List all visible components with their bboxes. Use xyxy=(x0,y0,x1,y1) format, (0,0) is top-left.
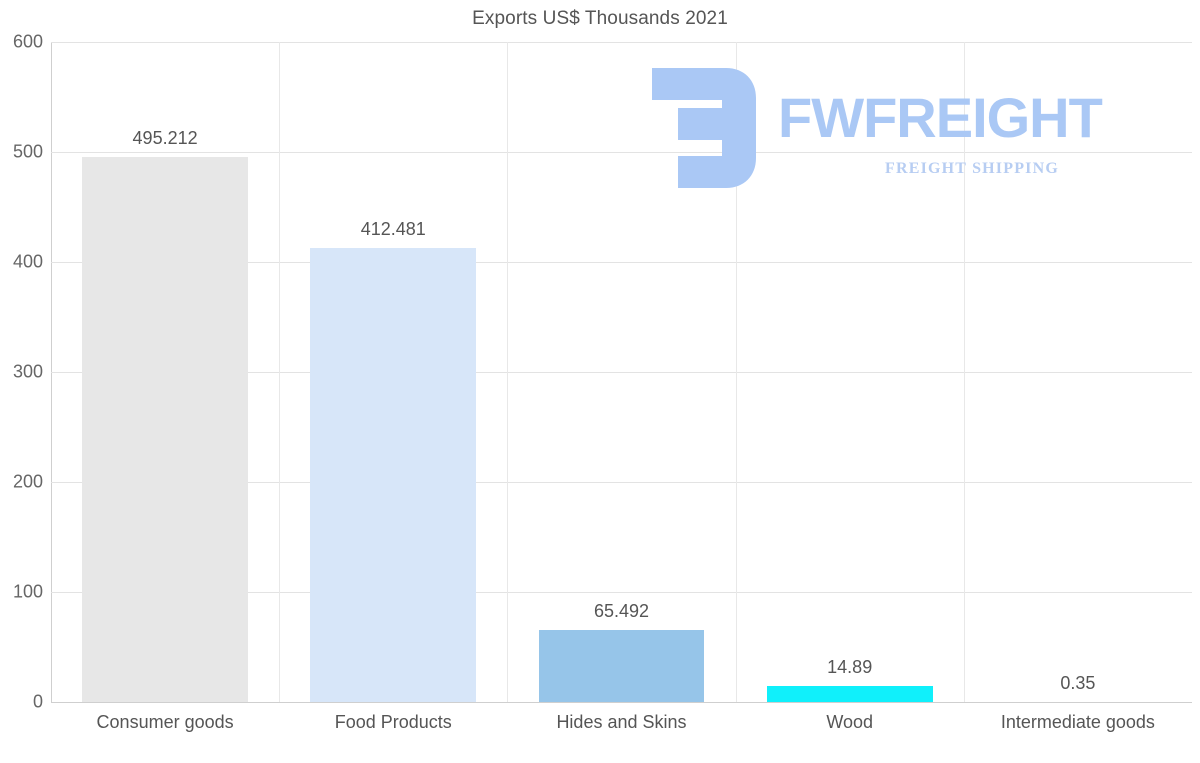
bar-value-label: 412.481 xyxy=(360,219,426,240)
plot-area: 495.212 412.481 65.492 14.89 0.35 xyxy=(51,42,1192,703)
bar-value-label: 0.35 xyxy=(1060,672,1096,693)
gridline-y-300 xyxy=(51,372,1192,373)
y-tick-label: 400 xyxy=(12,251,43,272)
y-tick-label: 600 xyxy=(12,31,43,52)
gridline-y-500 xyxy=(51,152,1192,153)
gridline-x-1 xyxy=(279,42,281,702)
gridline-y-200 xyxy=(51,482,1192,483)
bar-value-label: 14.89 xyxy=(827,656,873,677)
gridline-y-100 xyxy=(51,592,1192,593)
y-tick-label: 100 xyxy=(12,581,43,602)
bar[interactable] xyxy=(766,685,933,702)
y-tick-label: 300 xyxy=(12,361,43,382)
bar-value-label: 495.212 xyxy=(132,128,198,149)
x-tick-label: Food Products xyxy=(334,712,452,732)
gridline-x-3 xyxy=(735,42,737,702)
bar[interactable] xyxy=(310,248,477,702)
x-tick-label: Consumer goods xyxy=(96,712,234,732)
gridline-y-400 xyxy=(51,262,1192,263)
x-tick-label: Hides and Skins xyxy=(556,712,687,732)
gridline-y-600 xyxy=(51,42,1192,43)
gridline-x-4 xyxy=(963,42,965,702)
bar[interactable] xyxy=(82,157,249,702)
x-tick-label: Intermediate goods xyxy=(1000,712,1155,732)
y-tick-label: 500 xyxy=(12,141,43,162)
x-tick-label: Wood xyxy=(826,712,874,732)
y-tick-label: 200 xyxy=(12,471,43,492)
bar[interactable] xyxy=(538,629,705,702)
y-tick-label: 0 xyxy=(32,691,43,712)
gridline-y-0 xyxy=(51,702,1192,703)
chart-title: Exports US$ Thousands 2021 xyxy=(472,8,728,29)
bar-value-label: 65.492 xyxy=(593,600,650,621)
gridline-x-2 xyxy=(507,42,509,702)
